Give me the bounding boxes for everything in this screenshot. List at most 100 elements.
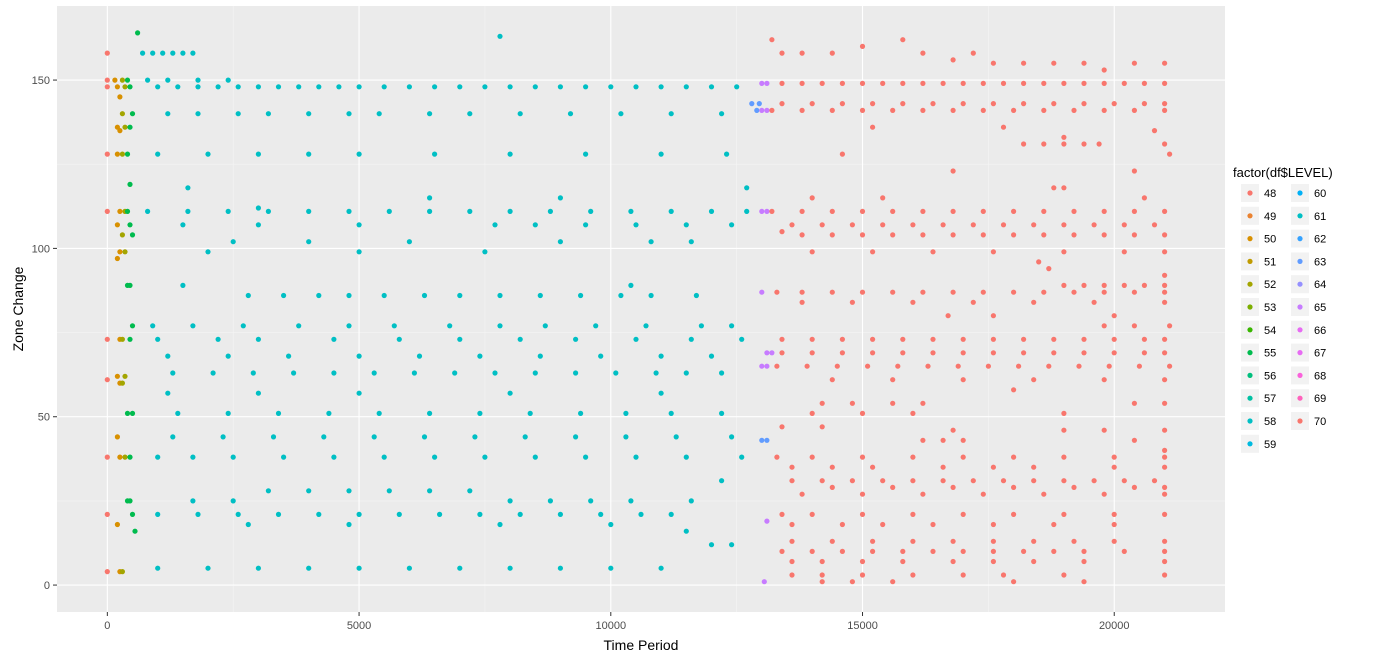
data-point	[346, 521, 352, 528]
data-point	[326, 410, 332, 416]
data-point	[296, 323, 302, 329]
data-point	[1131, 323, 1137, 329]
data-point	[859, 208, 866, 214]
x-tick-label: 0	[104, 620, 110, 632]
data-point	[930, 521, 936, 528]
data-point	[225, 77, 231, 83]
data-point	[1101, 491, 1107, 497]
data-point	[195, 511, 201, 517]
data-point	[910, 478, 916, 484]
data-point	[356, 353, 362, 359]
data-point	[638, 511, 644, 517]
data-point	[764, 518, 770, 524]
data-point	[930, 350, 936, 356]
data-point	[235, 84, 241, 90]
data-point	[1061, 185, 1067, 191]
data-point	[1101, 80, 1107, 86]
data-point	[960, 101, 966, 107]
data-point	[155, 454, 161, 460]
legend-key-65	[1297, 304, 1303, 310]
data-point	[960, 572, 966, 578]
data-point	[240, 323, 246, 329]
data-point	[1101, 67, 1107, 73]
data-point	[275, 410, 282, 416]
data-point	[799, 289, 805, 295]
data-point	[1061, 249, 1067, 255]
data-point	[739, 336, 745, 342]
data-point	[205, 151, 211, 157]
data-point	[497, 521, 503, 528]
data-point	[930, 101, 936, 107]
data-point	[1031, 377, 1037, 383]
data-point	[1081, 350, 1087, 356]
data-point	[427, 488, 433, 494]
data-point	[799, 208, 805, 214]
data-point	[779, 50, 785, 56]
legend-key-52	[1247, 281, 1253, 287]
legend-key-58	[1247, 418, 1253, 424]
data-point	[1031, 464, 1037, 470]
data-point	[1151, 222, 1158, 228]
data-point	[829, 484, 835, 490]
data-point	[517, 511, 523, 517]
data-point	[1081, 548, 1087, 555]
data-point	[970, 222, 976, 228]
legend-key-66	[1297, 327, 1303, 333]
data-point	[950, 427, 956, 433]
data-point	[532, 222, 538, 228]
data-point	[578, 292, 584, 299]
data-point	[1162, 101, 1168, 107]
data-point	[819, 222, 825, 228]
data-point	[779, 229, 785, 235]
data-point	[255, 565, 261, 571]
data-point	[890, 208, 896, 214]
data-point	[306, 565, 312, 571]
data-point	[122, 373, 128, 379]
data-point	[1131, 168, 1137, 174]
data-point	[809, 350, 815, 356]
data-point	[170, 370, 176, 376]
data-point	[683, 454, 689, 460]
y-tick-label: 150	[32, 75, 50, 87]
data-point	[683, 370, 689, 376]
data-point	[769, 37, 775, 43]
data-point	[1081, 60, 1087, 66]
data-point	[119, 77, 125, 83]
data-point	[346, 488, 352, 494]
data-point	[980, 232, 986, 238]
data-point	[950, 57, 956, 63]
data-point	[1167, 151, 1173, 157]
data-point	[829, 377, 835, 383]
legend-key-59	[1247, 441, 1253, 447]
legend: factor(df$LEVEL) 48 49 50 51 52 53 54 55 56 57 58 5…	[1233, 165, 1333, 453]
data-point	[648, 239, 654, 245]
data-point	[457, 84, 463, 90]
data-point	[255, 222, 261, 228]
data-point	[658, 151, 664, 157]
data-point	[890, 579, 896, 585]
data-point	[129, 410, 136, 416]
data-point	[255, 151, 261, 157]
data-point	[557, 239, 564, 245]
data-point	[507, 565, 513, 571]
data-point	[744, 208, 750, 214]
data-point	[255, 390, 261, 396]
legend-label: 48	[1264, 188, 1276, 200]
data-point	[119, 111, 125, 117]
data-point	[683, 528, 689, 534]
data-point	[633, 84, 639, 90]
data-point	[127, 181, 133, 187]
data-point	[804, 363, 810, 369]
data-point	[628, 208, 634, 214]
data-point	[1000, 478, 1007, 484]
data-point	[789, 222, 795, 228]
data-point	[1011, 454, 1017, 460]
data-point	[809, 511, 815, 517]
data-point	[960, 454, 966, 460]
data-point	[140, 50, 146, 56]
data-point	[895, 363, 901, 369]
data-point	[809, 101, 815, 107]
data-point	[127, 336, 133, 342]
data-point	[477, 410, 483, 416]
data-point	[1101, 323, 1107, 329]
